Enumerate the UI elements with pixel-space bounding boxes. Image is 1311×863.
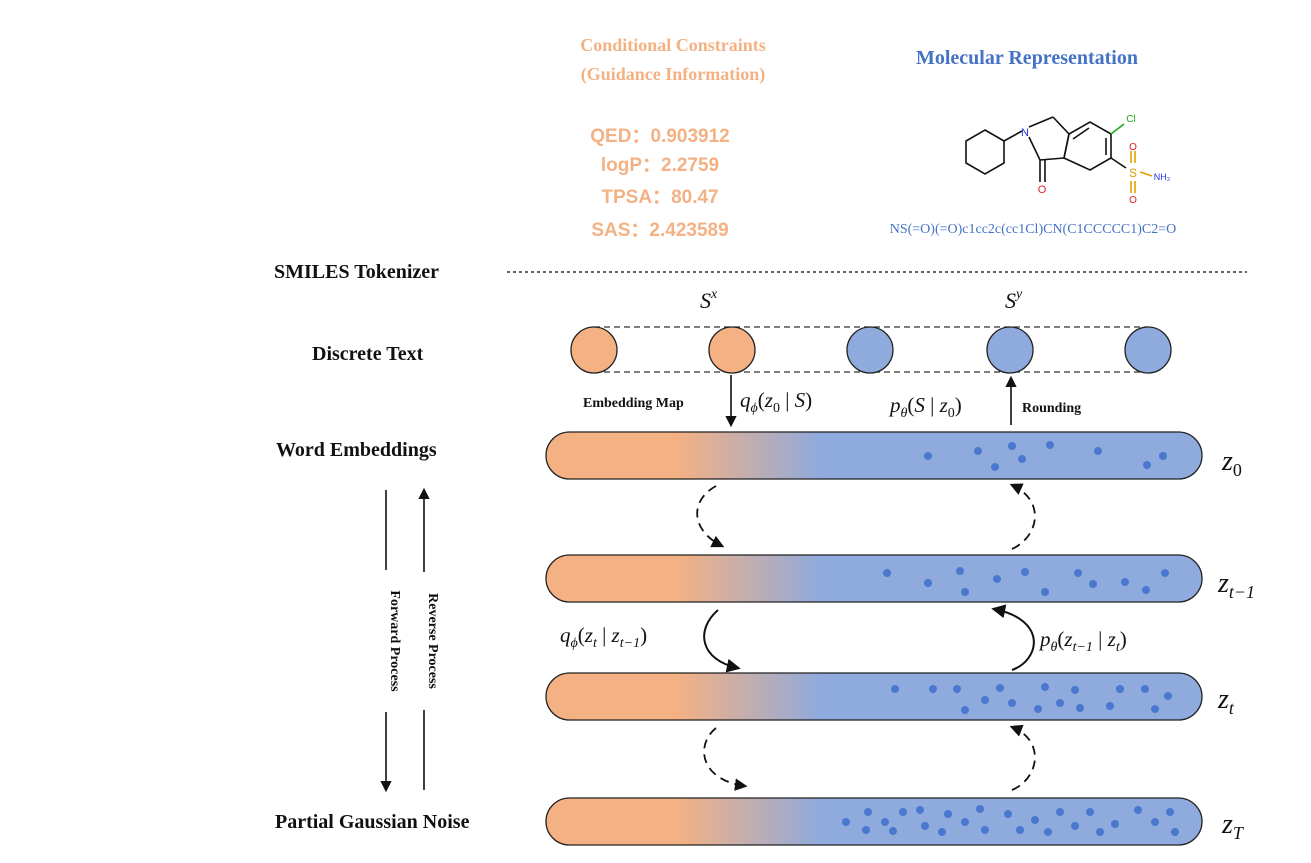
conditional-title-line1: Conditional Constraints [580, 35, 766, 55]
forward-dashed-arrow-2 [703, 727, 748, 791]
constraints-list: QED：0.903912 logP：2.2759 TPSA：80.47 SAS：… [590, 126, 729, 241]
token-circle-5 [1124, 326, 1172, 374]
rounding-label: Rounding [1022, 401, 1081, 416]
atom-o-carbonyl: O [1038, 184, 1047, 196]
forward-dashed-arrow-1 [696, 485, 725, 548]
noise-dots-zT [842, 805, 1179, 836]
reverse-solid-arrow [991, 604, 1035, 671]
equation-q-forward: qϕ(zt | zt−1) [560, 623, 647, 651]
token-circle-3 [846, 326, 894, 374]
constraint-sas: SAS：2.423589 [591, 220, 728, 241]
equation-q-embed: qϕ(z0 | S) [740, 388, 812, 416]
molecule-atom-labels: N O Cl S O O NH₂ [1021, 114, 1171, 206]
tokenizer-label: SMILES Tokenizer [274, 261, 439, 283]
reverse-dashed-arrow-1 [1009, 483, 1036, 550]
latent-bar-zt-minus-1 [545, 554, 1203, 603]
atom-o2: O [1129, 195, 1137, 206]
token-sy: Sy [1005, 287, 1023, 313]
smiles-string: NS(=O)(=O)c1cc2c(cc1Cl)CN(C1CCCCC1)C2=O [890, 222, 1177, 237]
token-circle-2 [708, 326, 756, 374]
noise-dots-zt [891, 683, 1172, 714]
token-sx: Sx [700, 287, 718, 313]
noise-dots-zt-minus-1 [883, 567, 1169, 596]
reverse-process-label: Reverse Process [425, 593, 440, 689]
row-label-word-embeddings: Word Embeddings [276, 439, 437, 461]
token-circle-4 [986, 326, 1034, 374]
constraint-tpsa: TPSA：80.47 [601, 187, 718, 208]
latent-label-zt-minus-1: zt−1 [1217, 568, 1255, 602]
atom-cl: Cl [1126, 114, 1135, 125]
equation-p-reverse: pθ(zt−1 | zt) [1038, 627, 1127, 655]
molecular-title: Molecular Representation [916, 47, 1138, 69]
constraint-qed: QED：0.903912 [590, 126, 729, 147]
latent-bar-z0 [545, 431, 1203, 480]
molecule-structure [965, 116, 1153, 193]
noise-dots-z0 [924, 441, 1167, 471]
atom-nh2: NH₂ [1154, 172, 1171, 182]
conditional-title-line2: (Guidance Information) [581, 64, 766, 85]
atom-n-ring: N [1021, 127, 1029, 139]
row-label-discrete-text: Discrete Text [312, 343, 424, 365]
forward-process-label: Forward Process [387, 590, 402, 692]
latent-bar-zT [545, 797, 1203, 846]
row-label-partial-gaussian-noise: Partial Gaussian Noise [275, 811, 470, 833]
reverse-dashed-arrow-2 [1009, 724, 1036, 791]
atom-s: S [1129, 166, 1137, 180]
constraint-logp: logP：2.2759 [601, 155, 719, 176]
latent-label-zt: zt [1217, 684, 1235, 718]
forward-solid-arrow [703, 609, 741, 673]
latent-label-zT: zT [1221, 809, 1245, 843]
equation-p-round: pθ(S | z0) [888, 393, 962, 421]
latent-label-z0: z0 [1221, 446, 1242, 480]
latent-bar-zt [545, 672, 1203, 721]
token-circle-1 [570, 326, 618, 374]
atom-o1: O [1129, 142, 1137, 153]
embedding-map-label: Embedding Map [583, 396, 684, 411]
